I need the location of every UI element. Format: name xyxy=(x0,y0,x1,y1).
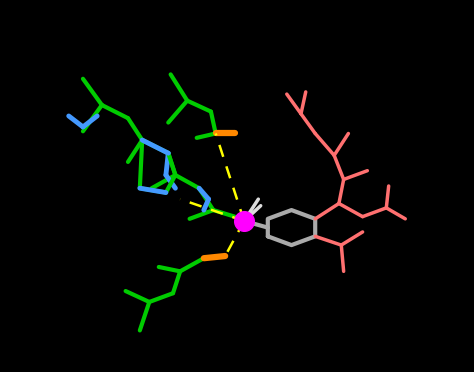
Point xyxy=(240,218,248,224)
